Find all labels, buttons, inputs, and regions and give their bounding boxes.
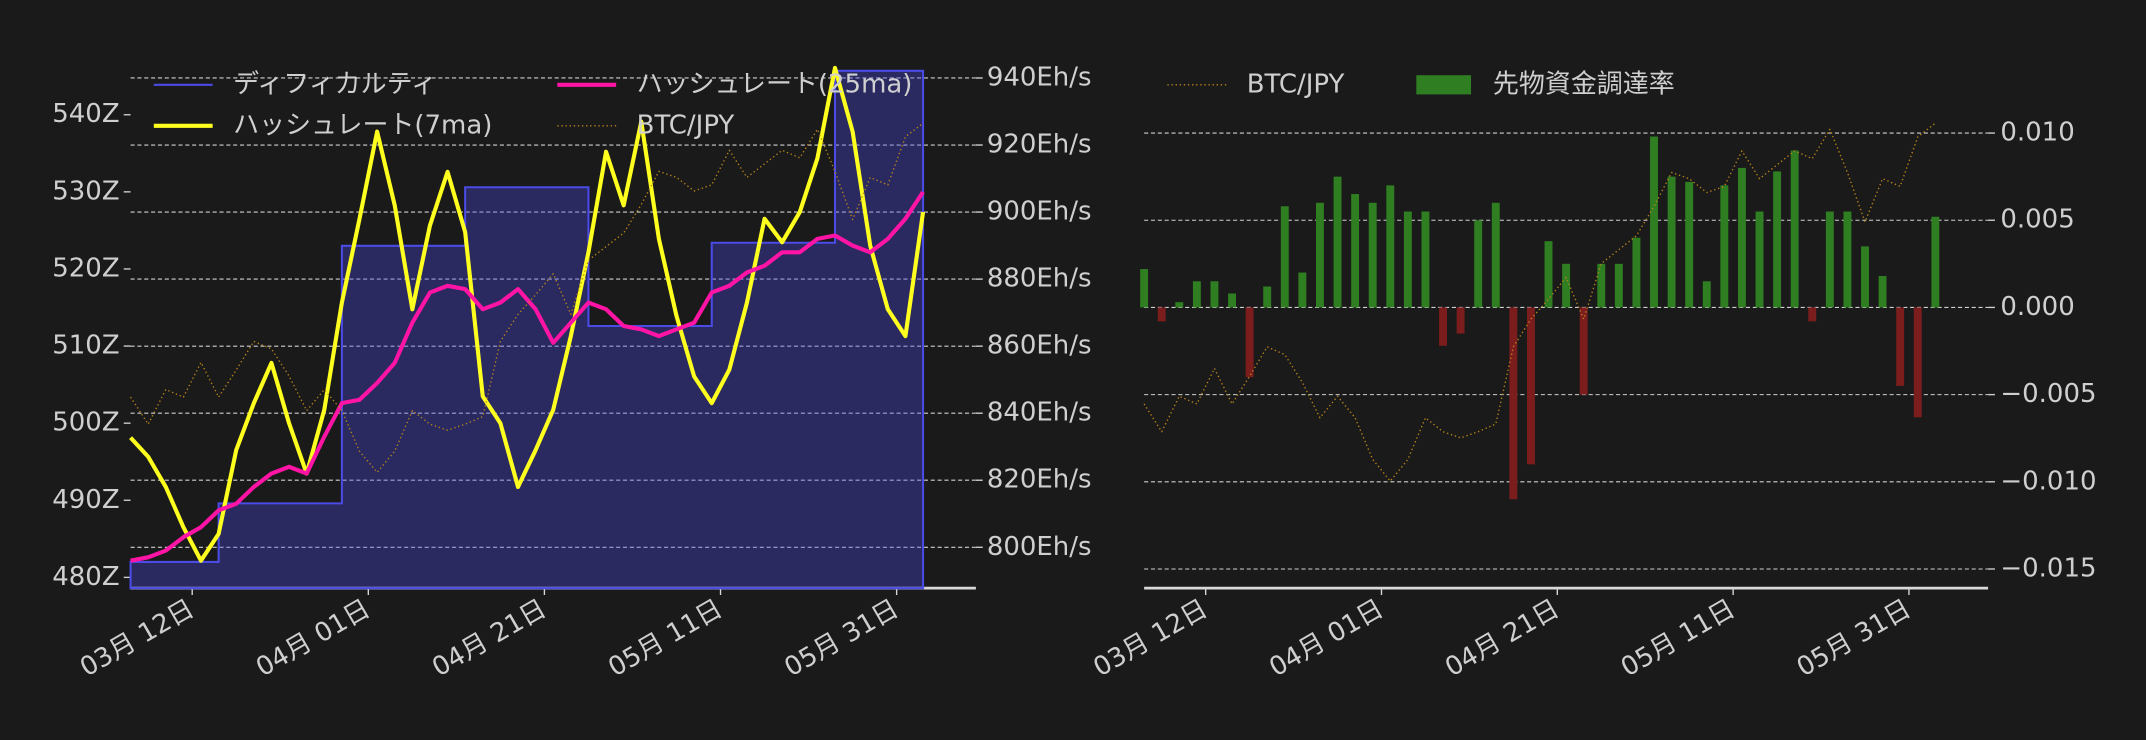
y-tick-label: 0.000 (2000, 292, 2074, 322)
y-tick-label: −0.005 (2000, 379, 2096, 409)
bar (1650, 136, 1658, 308)
bar (1614, 263, 1623, 308)
bar (1808, 307, 1817, 322)
bar (1245, 307, 1254, 378)
bar (1140, 269, 1149, 308)
y-tick-label: 0.010 (2000, 118, 2074, 148)
bar (1755, 211, 1764, 308)
bar (1210, 281, 1219, 308)
bar (1702, 281, 1711, 308)
bar (1720, 185, 1729, 308)
bar (1667, 176, 1676, 308)
y2-tick-label: 920Eh/s (987, 130, 1092, 160)
bar (1597, 263, 1606, 308)
dotted-line (1143, 122, 1936, 482)
bar (1456, 307, 1465, 334)
bar (1685, 181, 1694, 308)
y2-tick-label: 900Eh/s (987, 197, 1092, 227)
y-tick-label: 480Z (52, 562, 119, 592)
line (130, 190, 925, 563)
bar (1439, 307, 1447, 346)
legend-label: BTC/JPY (637, 110, 735, 140)
y-tick-label: 490Z (52, 485, 119, 515)
bar (1825, 211, 1834, 308)
y2-tick-label: 860Eh/s (987, 331, 1092, 361)
legend-swatch (1416, 75, 1472, 95)
bar (1403, 211, 1412, 308)
legend-label: BTC/JPY (1247, 69, 1345, 99)
bar (1544, 241, 1553, 308)
bar (1298, 272, 1307, 308)
bar (1579, 307, 1588, 395)
step-area (129, 69, 925, 590)
bar (1509, 307, 1518, 500)
bar (1474, 220, 1483, 308)
y-tick-label: 0.005 (2000, 205, 2074, 235)
bar (1632, 237, 1641, 308)
y-tick-label: 520Z (52, 253, 119, 283)
bar (1157, 307, 1166, 322)
bar (1386, 185, 1395, 308)
bar (1491, 202, 1500, 308)
y-tick-label: −0.015 (2000, 553, 2096, 583)
bar (1913, 307, 1922, 418)
legend-label: ハッシュレート(7ma) (233, 110, 492, 140)
y2-tick-label: 800Eh/s (987, 532, 1092, 562)
legend-label: 先物資金調達率 (1493, 69, 1675, 99)
bar (1228, 293, 1236, 308)
line (129, 65, 926, 563)
bar (1896, 307, 1905, 386)
bar (1280, 206, 1289, 308)
y-tick-label: 510Z (52, 331, 119, 361)
y-tick-label: 530Z (52, 176, 119, 206)
bar (1773, 171, 1782, 308)
bar (1790, 150, 1799, 308)
bar (1737, 167, 1746, 308)
bar (1315, 202, 1324, 308)
bar (1878, 276, 1887, 308)
y-tick-label: −0.010 (2000, 466, 2096, 496)
y2-tick-label: 940Eh/s (987, 62, 1092, 92)
y2-tick-label: 840Eh/s (987, 398, 1092, 428)
legend: BTC/JPY 先物資金調達率 (1167, 69, 1675, 99)
bar (1263, 286, 1272, 308)
legend-label: ディフィカルティ (233, 69, 437, 99)
bar (1421, 211, 1430, 308)
bar (1333, 176, 1342, 308)
bar (1843, 211, 1852, 308)
y2-tick-label: 880Eh/s (987, 264, 1092, 294)
y2-tick-label: 820Eh/s (987, 465, 1092, 495)
y-tick-label: 500Z (52, 408, 119, 438)
bar (1192, 281, 1201, 308)
legend-label: ハッシュレート(25ma) (637, 69, 913, 99)
bar (1351, 194, 1360, 308)
bar (1175, 302, 1184, 308)
bar (1562, 263, 1571, 308)
bar (1526, 307, 1535, 465)
bar (1931, 216, 1940, 308)
dotted-line (129, 122, 924, 473)
bar (1368, 202, 1377, 308)
y-tick-label: 540Z (52, 99, 119, 129)
bar (1861, 246, 1869, 308)
